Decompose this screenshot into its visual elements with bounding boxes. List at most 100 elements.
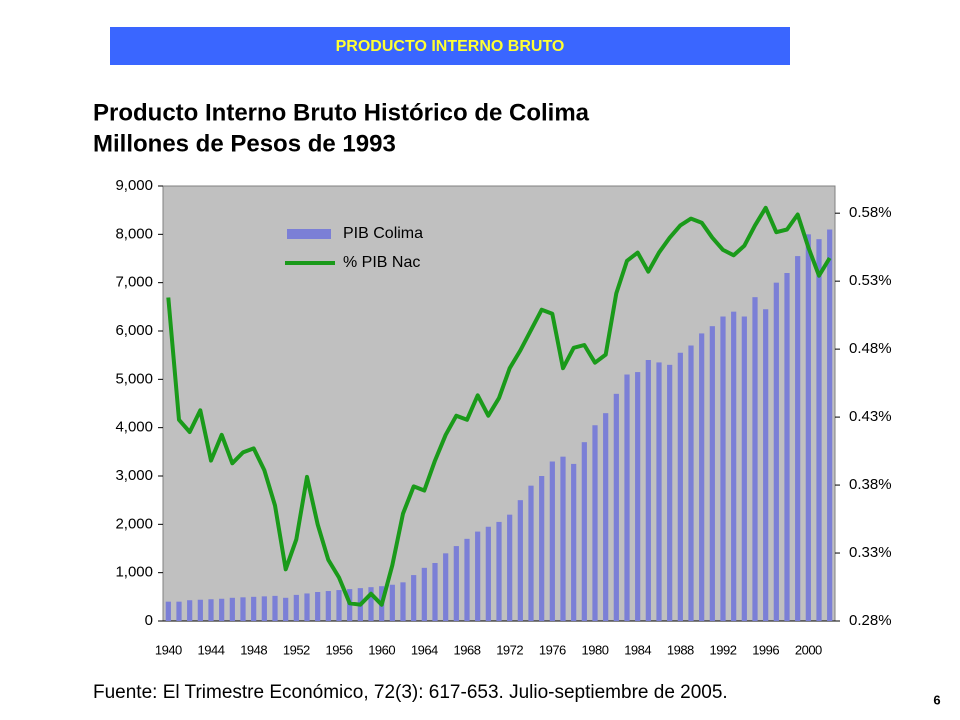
bar (784, 273, 790, 621)
bar (688, 345, 694, 621)
x-tick-label: 1944 (198, 642, 225, 657)
bar (539, 476, 545, 621)
bar (805, 234, 811, 622)
bar (613, 393, 619, 621)
bar (827, 229, 833, 621)
y2-tick-label: 0.28% (849, 612, 892, 629)
bar (336, 590, 342, 621)
bar (485, 526, 491, 621)
bar (272, 595, 278, 621)
bar (197, 599, 203, 621)
bar (571, 463, 577, 621)
line (166, 205, 832, 607)
y2-tick-label: 0.43% (849, 408, 892, 425)
y2-tick-label: 0.38% (849, 476, 892, 493)
legend-label: % PIB Nac (343, 254, 420, 271)
y-tick-label: 5,000 (115, 370, 153, 387)
bar (560, 456, 566, 621)
x-tick-label: 1940 (155, 642, 182, 657)
y2-tick-label: 0.58% (849, 204, 892, 221)
x-tick-label: 1996 (752, 642, 779, 657)
bar (315, 592, 321, 621)
y-tick-label: 2,000 (115, 515, 153, 532)
bar (741, 316, 747, 621)
y-tick-label: 8,000 (115, 225, 153, 242)
page-number: 6 (933, 692, 940, 707)
bar (507, 514, 513, 621)
bar (400, 582, 406, 621)
bar (763, 309, 769, 621)
bar (443, 553, 449, 621)
bar (293, 594, 299, 621)
y-tick-label: 6,000 (115, 322, 153, 339)
x-tick-label: 1956 (326, 642, 353, 657)
bar (603, 413, 609, 621)
x-tick-label: 1992 (710, 642, 737, 657)
chart-subtitle: Millones de Pesos de 1993 (93, 130, 396, 157)
y2-tick-label: 0.53% (849, 272, 892, 289)
x-tick-label: 1984 (624, 642, 651, 657)
x-tick-label: 2000 (795, 642, 822, 657)
bar (176, 601, 182, 621)
bar (752, 297, 758, 621)
y-tick-label: 1,000 (115, 564, 153, 581)
bar (592, 425, 598, 621)
bar (773, 282, 779, 621)
bar (453, 546, 459, 621)
bar (165, 601, 171, 621)
bar (645, 360, 651, 621)
bar (187, 600, 193, 621)
bar (229, 597, 235, 621)
bar (581, 442, 587, 621)
bar (635, 372, 641, 621)
x-tick-label: 1952 (283, 642, 310, 657)
bar (720, 316, 726, 621)
bar (656, 362, 662, 621)
bar (325, 591, 331, 621)
bar (517, 500, 523, 621)
bar (475, 531, 481, 621)
bar (816, 239, 822, 621)
bar (219, 598, 225, 621)
bar (421, 567, 427, 621)
y-tick-label: 7,000 (115, 274, 153, 291)
bar (709, 326, 715, 621)
bar (699, 333, 705, 621)
bar (464, 538, 470, 621)
bar (368, 587, 374, 621)
bar (304, 593, 310, 621)
x-tick-label: 1960 (368, 642, 395, 657)
bar (208, 599, 214, 621)
bar (528, 485, 534, 621)
header-bar (110, 27, 790, 65)
x-tick-label: 1988 (667, 642, 694, 657)
bar (389, 584, 395, 621)
bar (795, 256, 801, 621)
x-tick-label: 1948 (240, 642, 267, 657)
source: Fuente: El Trimestre Económico, 72(3): 6… (93, 682, 728, 703)
bar (240, 597, 246, 621)
y-tick-label: 0 (145, 612, 153, 629)
x-tick-label: 1968 (454, 642, 481, 657)
legend-swatch (287, 229, 331, 239)
bar (624, 374, 630, 621)
bar (261, 596, 267, 621)
x-tick-label: 1972 (496, 642, 523, 657)
y-tick-label: 4,000 (115, 419, 153, 436)
y2-tick-label: 0.33% (849, 544, 892, 561)
bar (496, 521, 502, 621)
y2-tick-label: 0.48% (849, 340, 892, 357)
bar (411, 575, 417, 621)
bar (432, 563, 438, 621)
bar (549, 461, 555, 621)
bar (251, 596, 257, 621)
bar (667, 364, 673, 621)
header-title: PRODUCTO INTERNO BRUTO (336, 38, 565, 55)
y-tick-label: 3,000 (115, 467, 153, 484)
bar (283, 597, 289, 621)
x-tick-label: 1964 (411, 642, 438, 657)
bar (731, 311, 737, 621)
x-tick-label: 1976 (539, 642, 566, 657)
bar (677, 352, 683, 621)
